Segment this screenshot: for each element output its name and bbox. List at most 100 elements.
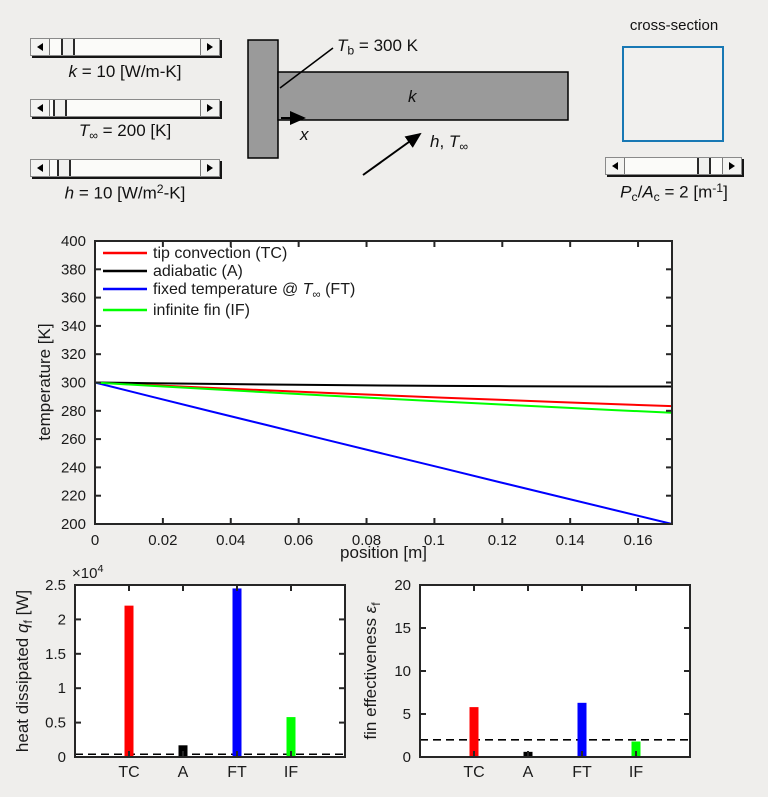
right-arrow-icon bbox=[729, 162, 735, 170]
y-tick-label: 2.5 bbox=[45, 577, 66, 594]
category-label: FT bbox=[572, 764, 592, 781]
perimeter-area-slider[interactable] bbox=[605, 157, 742, 175]
bar-IF bbox=[631, 741, 641, 757]
legend-label-adiabatic: adiabatic (A) bbox=[153, 263, 243, 280]
series-infinite-fin bbox=[94, 381, 673, 414]
left-arrow-icon bbox=[37, 43, 43, 51]
fin-base-wall bbox=[247, 39, 279, 159]
cross-section-square bbox=[622, 46, 724, 142]
bar-TC bbox=[469, 707, 479, 757]
bar-IF bbox=[286, 717, 296, 757]
category-label: TC bbox=[463, 764, 484, 781]
temperature-distribution-chart: 0 0.02 0.04 0.06 0.08 0.1 0.12 0.14 0.16 position… bbox=[35, 233, 673, 562]
y-tick-label: 360 bbox=[61, 290, 86, 307]
category-label: A bbox=[523, 764, 534, 781]
perimeter-area-slider-track[interactable] bbox=[625, 158, 722, 174]
legend-label-infinite-fin: infinite fin (IF) bbox=[153, 302, 250, 319]
y-tick-label: 15 bbox=[394, 620, 411, 637]
y-tick-label: 260 bbox=[61, 431, 86, 448]
h-slider[interactable] bbox=[30, 159, 220, 177]
series-tip-convection bbox=[94, 381, 673, 408]
category-label: A bbox=[178, 764, 189, 781]
y-tick-label: 280 bbox=[61, 403, 86, 420]
y-tick-label: 2 bbox=[58, 611, 66, 628]
y-tick-label: 5 bbox=[403, 706, 411, 723]
t-infinity-slider-decrement-button[interactable] bbox=[31, 100, 50, 116]
y-tick-label: 400 bbox=[61, 233, 86, 250]
y-tick-label: 10 bbox=[394, 663, 411, 680]
heat-dissipated-chart: TC A FT IF ×104 0 0.5 1 1.5 2 2.5 heat dissipated q… bbox=[13, 565, 346, 781]
category-label: TC bbox=[118, 764, 139, 781]
t-infinity-slider-thumb[interactable] bbox=[52, 100, 67, 116]
y-tick-label: 1.5 bbox=[45, 646, 66, 663]
x-tick-label: 0.02 bbox=[148, 532, 177, 549]
conductivity-label: k bbox=[408, 87, 417, 106]
fin-body bbox=[277, 71, 569, 121]
legend-label-tip-convection: tip convection (TC) bbox=[153, 245, 287, 262]
plot-area bbox=[420, 585, 690, 757]
series-fixed-temperature bbox=[94, 381, 673, 525]
plot-area bbox=[95, 241, 672, 524]
y-axis-label: fin effectiveness εf bbox=[361, 602, 383, 740]
convection-arrow bbox=[362, 132, 422, 176]
left-arrow-icon bbox=[612, 162, 618, 170]
right-arrow-icon bbox=[207, 104, 213, 112]
x-axis-label: position [m] bbox=[340, 543, 427, 562]
y-tick-label: 240 bbox=[61, 459, 86, 476]
category-label: FT bbox=[227, 764, 247, 781]
y-tick-label: 220 bbox=[61, 488, 86, 505]
y-tick-label: 380 bbox=[61, 261, 86, 278]
y-axis-label: heat dissipated qf [W] bbox=[13, 590, 35, 752]
t-infinity-slider[interactable] bbox=[30, 99, 220, 117]
t-infinity-slider-track[interactable] bbox=[50, 100, 200, 116]
bar-FT bbox=[577, 702, 587, 757]
h-slider-track[interactable] bbox=[50, 160, 200, 176]
k-slider[interactable] bbox=[30, 38, 220, 56]
x-tick-label: 0.16 bbox=[623, 532, 652, 549]
x-coordinate-label: x bbox=[300, 125, 309, 144]
t-infinity-slider-label: T∞ = 200 [K] bbox=[78, 121, 172, 143]
category-label: IF bbox=[629, 764, 643, 781]
perimeter-area-slider-decrement-button[interactable] bbox=[606, 158, 625, 174]
h-slider-thumb[interactable] bbox=[56, 160, 71, 176]
perimeter-area-slider-thumb[interactable] bbox=[697, 158, 712, 174]
k-slider-decrement-button[interactable] bbox=[31, 39, 50, 55]
x-tick-label: 0.04 bbox=[216, 532, 245, 549]
y-tick-label: 300 bbox=[61, 375, 86, 392]
category-label: IF bbox=[284, 764, 298, 781]
left-arrow-icon bbox=[37, 104, 43, 112]
perimeter-area-slider-increment-button[interactable] bbox=[722, 158, 741, 174]
y-tick-label: 0.5 bbox=[45, 715, 66, 732]
h-slider-increment-button[interactable] bbox=[200, 160, 219, 176]
legend: tip convection (TC)adiabatic (A)fixed te… bbox=[103, 245, 355, 319]
axes bbox=[94, 240, 673, 525]
k-slider-label: k = 10 [W/m-K] bbox=[68, 62, 182, 81]
fin-effectiveness-chart: TC A FT IF 0 5 10 15 20 fin effectiveness εf bbox=[361, 577, 691, 781]
base-temperature-label: Tb = 300 K bbox=[337, 36, 419, 58]
x-tick-label: 0.14 bbox=[556, 532, 585, 549]
y-tick-label: 20 bbox=[394, 577, 411, 594]
k-slider-increment-button[interactable] bbox=[200, 39, 219, 55]
x-tick-label: 0.1 bbox=[424, 532, 445, 549]
axis-multiplier-label: ×104 bbox=[72, 565, 103, 582]
x-tick-label: 0.12 bbox=[488, 532, 517, 549]
perimeter-area-label: Pc/Ac = 2 [m-1] bbox=[620, 181, 728, 205]
y-tick-label: 200 bbox=[61, 516, 86, 533]
h-slider-decrement-button[interactable] bbox=[31, 160, 50, 176]
cross-section-title: cross-section bbox=[629, 17, 719, 34]
y-tick-label: 320 bbox=[61, 346, 86, 363]
k-slider-track[interactable] bbox=[50, 39, 200, 55]
k-slider-thumb[interactable] bbox=[60, 39, 75, 55]
legend-label-fixed-temperature: fixed temperature @ T∞ (FT) bbox=[153, 281, 355, 301]
right-arrow-icon bbox=[207, 43, 213, 51]
y-tick-label: 0 bbox=[403, 749, 411, 766]
axes bbox=[74, 584, 346, 758]
t-infinity-slider-increment-button[interactable] bbox=[200, 100, 219, 116]
left-arrow-icon bbox=[37, 164, 43, 172]
y-tick-label: 0 bbox=[58, 749, 66, 766]
tb-leader-line bbox=[279, 47, 334, 89]
fin-schematic: Tb = 300 K k x h, T∞ bbox=[230, 10, 590, 215]
right-arrow-icon bbox=[207, 164, 213, 172]
y-axis-label: temperature [K] bbox=[35, 323, 54, 440]
convection-label: h, T∞ bbox=[430, 132, 469, 154]
